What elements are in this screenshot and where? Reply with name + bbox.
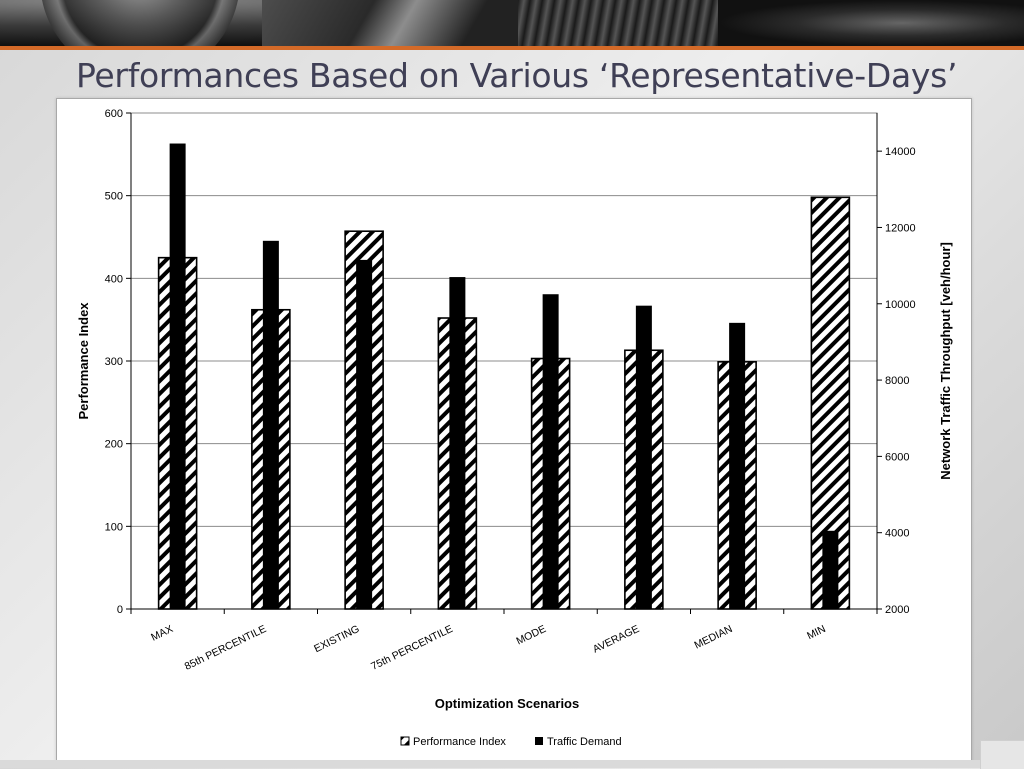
- y2-tick-label: 12000: [885, 222, 916, 234]
- banner-segment: [262, 0, 518, 46]
- gridlines: [130, 112, 878, 610]
- y2-tick-label: 10000: [885, 299, 916, 311]
- y-tick-label: 300: [105, 356, 123, 368]
- bar-traffic-demand: [822, 530, 839, 609]
- y2-tick-label: 8000: [885, 375, 909, 387]
- accent-divider: [0, 46, 1024, 50]
- axes: 0 100 200 300 400 500 600 2000 4000 6000 8000 10000…: [105, 108, 916, 673]
- decorative-footer: [0, 760, 1024, 768]
- slide-title: Performances Based on Various ‘Represent…: [76, 56, 958, 95]
- bar-traffic-demand: [262, 240, 279, 610]
- header-banner-image: [0, 0, 1024, 46]
- y-axis-title: Performance Index: [76, 302, 91, 420]
- bar-traffic-demand: [449, 277, 466, 609]
- y-tick-label: 200: [105, 439, 123, 451]
- bar-traffic-demand: [729, 322, 746, 609]
- banner-segment: [518, 0, 718, 46]
- y-tick-label: 500: [105, 191, 123, 203]
- y2-tick-label: 14000: [885, 146, 916, 158]
- wheel-graphic: [40, 0, 240, 46]
- y-tick-label: 600: [105, 108, 123, 120]
- x-tick-label: MIN: [805, 623, 828, 642]
- y-tick-label: 400: [105, 273, 123, 285]
- bars: [157, 143, 851, 610]
- bar-traffic-demand: [542, 294, 559, 609]
- axis-labels: Optimization Scenarios Performance Index…: [76, 242, 953, 711]
- legend-swatch-performance-index: [400, 736, 410, 746]
- legend-swatch-traffic-demand: [535, 737, 543, 745]
- x-tick-label: AVERAGE: [591, 623, 641, 656]
- legend-label-performance-index: Performance Index: [413, 736, 506, 748]
- x-tick-label: EXISTING: [312, 623, 361, 655]
- chart-container: 0 100 200 300 400 500 600 2000 4000 6000 8000 10000…: [56, 98, 972, 762]
- x-tick-label: 85th PERCENTILE: [183, 623, 269, 673]
- decorative-corner: [980, 740, 1024, 769]
- y2-axis-title: Network Traffic Throughput [veh/hour]: [938, 242, 953, 480]
- x-tick-label: MODE: [514, 623, 548, 648]
- bar-traffic-demand: [169, 143, 186, 609]
- x-axis-title: Optimization Scenarios: [435, 696, 579, 711]
- y2-tick-label: 6000: [885, 451, 909, 463]
- legend-label-traffic-demand: Traffic Demand: [547, 736, 622, 748]
- y2-tick-label: 4000: [885, 528, 909, 540]
- y2-tick-label: 2000: [885, 604, 909, 616]
- dual-axis-bar-chart: 0 100 200 300 400 500 600 2000 4000 6000 8000 10000…: [76, 108, 953, 748]
- x-tick-label: 75th PERCENTILE: [369, 623, 455, 673]
- y-tick-label: 100: [105, 521, 123, 533]
- legend: Performance Index Traffic Demand: [400, 736, 622, 748]
- banner-segment: [718, 0, 1024, 46]
- x-tick-label: MEDIAN: [692, 623, 734, 652]
- bar-traffic-demand: [635, 305, 652, 609]
- x-tick-label: MAX: [149, 623, 175, 644]
- y-tick-label: 0: [117, 604, 123, 616]
- bar-traffic-demand: [356, 259, 373, 609]
